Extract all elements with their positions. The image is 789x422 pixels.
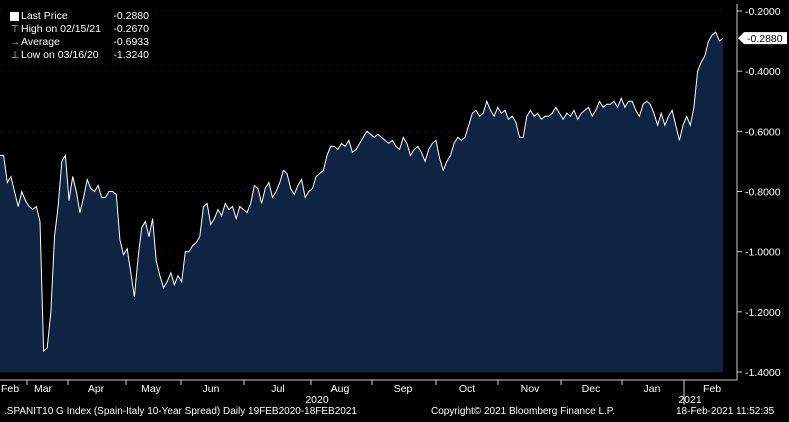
last-value-tag bbox=[738, 32, 787, 45]
x-tick-label: Jul bbox=[271, 383, 284, 395]
x-year-label: 2021 bbox=[678, 394, 702, 406]
legend-label: High on 02/15/21 bbox=[21, 23, 101, 35]
square-icon bbox=[10, 12, 19, 21]
y-tick-label: -1.4000 bbox=[745, 367, 781, 379]
legend-value: -0.2670 bbox=[113, 23, 149, 35]
footer-copyright: Copyright© 2021 Bloomberg Finance L.P. bbox=[431, 406, 615, 417]
y-tick-label: -0.4000 bbox=[745, 66, 781, 78]
low-marker-icon: ⊥ bbox=[10, 50, 20, 61]
legend-value: -0.6933 bbox=[113, 36, 149, 48]
y-tick-label: -0.2000 bbox=[745, 6, 781, 18]
y-tick-label: -1.0000 bbox=[745, 247, 781, 259]
average-marker-icon: → bbox=[10, 37, 20, 48]
legend-item-last-price: Last Price -0.2880 bbox=[9, 10, 149, 23]
x-tick-label: May bbox=[141, 383, 162, 395]
legend: Last Price -0.2880 ⊤ High on 02/15/21 -0… bbox=[4, 7, 154, 65]
x-tick-label: Oct bbox=[459, 383, 475, 395]
x-tick-label: Feb bbox=[703, 383, 721, 395]
legend-item-low: ⊥ Low on 03/16/20 -1.3240 bbox=[9, 49, 149, 62]
y-tick-label: -1.2000 bbox=[745, 307, 781, 319]
x-tick-label: Nov bbox=[521, 383, 540, 395]
series-area-fill bbox=[0, 32, 723, 372]
x-tick-label: Mar bbox=[34, 383, 53, 395]
x-tick-label: Aug bbox=[331, 383, 350, 395]
legend-value: -0.2880 bbox=[113, 10, 149, 22]
legend-label: Average bbox=[21, 36, 60, 48]
y-tick-label: -0.8000 bbox=[745, 187, 781, 199]
x-tick-label: Sep bbox=[394, 383, 413, 395]
footer-timestamp: 18-Feb-2021 11:52:35 bbox=[676, 406, 775, 417]
x-tick-label: Jan bbox=[644, 383, 661, 395]
y-tick-label: -0.6000 bbox=[745, 126, 781, 138]
x-tick-label: Apr bbox=[88, 383, 105, 395]
legend-label: Low on 03/16/20 bbox=[21, 49, 99, 61]
series-line bbox=[0, 31, 724, 352]
legend-item-high: ⊤ High on 02/15/21 -0.2670 bbox=[9, 23, 149, 36]
high-marker-icon: ⊤ bbox=[10, 24, 20, 35]
last-value-label: -0.2880 bbox=[747, 33, 783, 45]
x-year-label: 2020 bbox=[305, 394, 329, 406]
x-tick-label: Dec bbox=[582, 383, 601, 395]
footer-ticker: .SPANIT10 G Index (Spain-Italy 10-Year S… bbox=[4, 406, 357, 417]
legend-label: Last Price bbox=[21, 10, 68, 22]
x-tick-label: Feb bbox=[1, 383, 19, 395]
legend-value: -1.3240 bbox=[113, 49, 149, 61]
legend-item-average: → Average -0.6933 bbox=[9, 36, 149, 49]
x-tick-label: Jun bbox=[203, 383, 220, 395]
